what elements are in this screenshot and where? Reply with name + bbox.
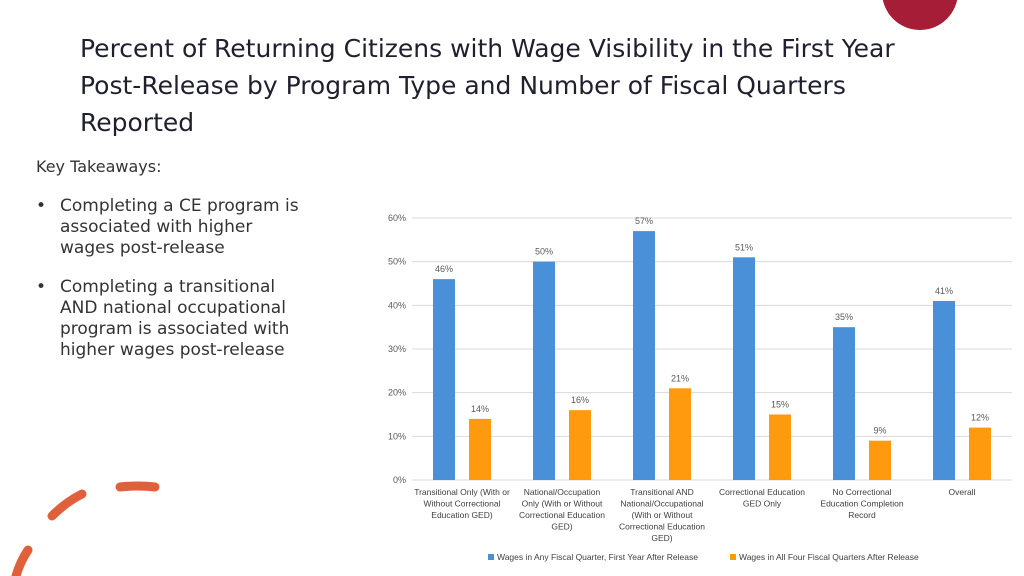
takeaway-text: Completing a CE program is associated wi… — [60, 196, 299, 258]
x-tick-label: Education GED) — [431, 510, 493, 520]
x-tick-label: No Correctional — [832, 487, 891, 497]
bullet-marker: • — [36, 196, 47, 216]
x-tick-label: National/Occupation — [524, 487, 601, 497]
y-tick-label: 30% — [388, 344, 406, 354]
y-tick-label: 40% — [388, 300, 406, 310]
decorative-dash — [47, 489, 87, 521]
y-tick-label: 20% — [388, 388, 406, 398]
takeaways-list: • Completing a CE program is associated … — [36, 196, 306, 379]
x-tick-label: Education Completion — [820, 499, 903, 509]
data-label: 46% — [435, 264, 453, 274]
slide-title: Percent of Returning Citizens with Wage … — [80, 34, 895, 137]
legend-label: Wages in Any Fiscal Quarter, First Year … — [497, 552, 698, 562]
bar — [669, 388, 691, 480]
data-label: 14% — [471, 404, 489, 414]
data-label: 51% — [735, 242, 753, 252]
legend-label: Wages in All Four Fiscal Quarters After … — [739, 552, 919, 562]
x-tick-label: Record — [848, 510, 876, 520]
x-tick-label: Correctional Education — [619, 522, 705, 532]
data-label: 21% — [671, 373, 689, 383]
bar — [569, 410, 591, 480]
takeaway-item: • Completing a CE program is associated … — [36, 196, 306, 259]
bar — [969, 427, 991, 480]
bar — [469, 418, 491, 480]
x-tick-label: Overall — [949, 487, 976, 497]
bar — [769, 414, 791, 480]
x-tick-label: Transitional Only (With or — [414, 487, 510, 497]
x-tick-label: Only (With or Without — [522, 499, 603, 509]
x-tick-label: GED Only — [743, 499, 782, 509]
bar — [833, 327, 855, 480]
bar — [433, 279, 455, 480]
decorative-dash — [115, 481, 160, 492]
data-label: 9% — [873, 426, 886, 436]
bar — [733, 257, 755, 480]
legend-swatch — [730, 554, 736, 560]
data-label: 16% — [571, 395, 589, 405]
x-tick-label: (With or Without — [632, 510, 694, 520]
y-tick-label: 50% — [388, 257, 406, 267]
takeaway-item: • Completing a transitional AND national… — [36, 277, 306, 361]
x-tick-label: GED) — [651, 533, 672, 543]
key-takeaways-label: Key Takeaways: — [36, 157, 162, 176]
y-tick-label: 0% — [393, 475, 406, 485]
legend-swatch — [488, 554, 494, 560]
bullet-marker: • — [36, 277, 47, 297]
takeaway-text: Completing a transitional AND national o… — [60, 277, 290, 360]
bar — [933, 300, 955, 480]
y-tick-label: 60% — [388, 213, 406, 223]
y-tick-label: 10% — [388, 431, 406, 441]
x-tick-label: Correctional Education — [719, 487, 805, 497]
data-label: 50% — [535, 247, 553, 257]
data-label: 15% — [771, 400, 789, 410]
x-tick-label: Correctional Education — [519, 510, 605, 520]
bar — [533, 261, 555, 480]
data-label: 12% — [971, 413, 989, 423]
decorative-dash — [11, 545, 33, 576]
x-tick-label: Transitional AND — [630, 487, 693, 497]
decorative-circle — [882, 0, 958, 30]
data-label: 57% — [635, 216, 653, 226]
x-tick-label: National/Occupational — [620, 499, 703, 509]
bar-chart: 0% 10% 20% 30% 40% 50% 60% 46% 14% Transitional O… — [388, 213, 1012, 562]
bar — [869, 440, 891, 480]
bar — [633, 231, 655, 480]
x-tick-label: GED) — [551, 522, 572, 532]
decorative-dashes — [11, 481, 160, 576]
x-tick-label: Without Correctional — [423, 499, 500, 509]
data-label: 35% — [835, 312, 853, 322]
data-label: 41% — [935, 286, 953, 296]
